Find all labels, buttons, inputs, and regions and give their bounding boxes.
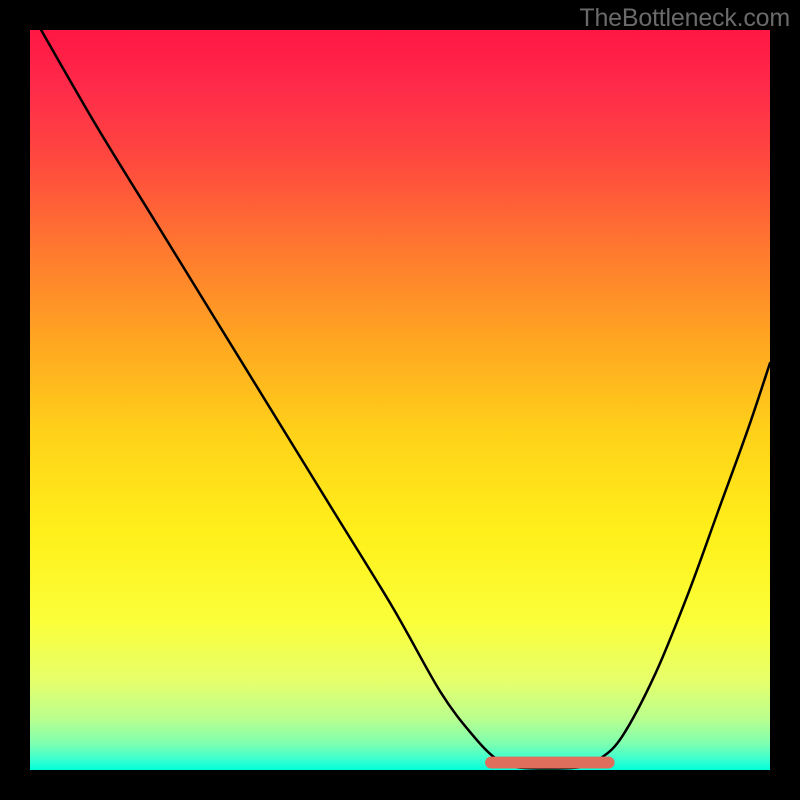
chart-frame: TheBottleneck.com: [0, 0, 800, 800]
watermark-text: TheBottleneck.com: [579, 4, 790, 33]
plot-area: [30, 30, 770, 770]
